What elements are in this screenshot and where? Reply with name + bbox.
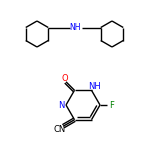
Text: F: F xyxy=(110,100,114,109)
Text: CN: CN xyxy=(53,125,65,134)
Text: NH: NH xyxy=(69,23,80,32)
Text: NH: NH xyxy=(88,82,101,91)
Text: O: O xyxy=(62,74,68,83)
Text: N: N xyxy=(58,100,64,109)
